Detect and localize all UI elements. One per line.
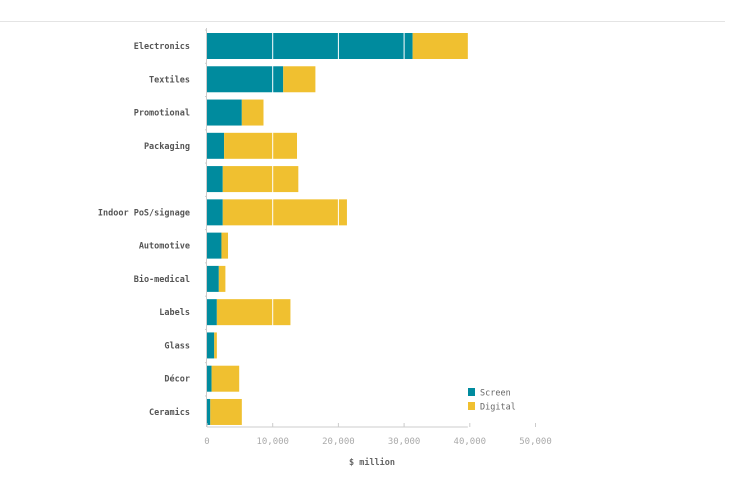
bar-screen — [207, 332, 215, 359]
category-label: Ceramics — [149, 407, 190, 418]
legend-label-digital: Digital — [480, 403, 516, 413]
bar-screen — [207, 166, 223, 193]
category-label: Automotive — [139, 241, 190, 252]
legend-swatch-digital — [468, 402, 475, 410]
x-tick-label: 50,000 — [519, 437, 552, 447]
bar-screen — [207, 398, 211, 425]
x-tick-label: 40,000 — [454, 437, 487, 447]
bar-digital — [224, 132, 298, 159]
bar-digital — [283, 66, 316, 93]
legend-swatch-screen — [468, 388, 475, 396]
bar-screen — [207, 299, 217, 326]
bar-screen — [207, 99, 242, 126]
x-axis-title: $ million — [349, 457, 395, 468]
category-label: Décor — [164, 374, 190, 385]
x-tick-label: 0 — [204, 437, 209, 447]
category-label: Packaging — [144, 141, 190, 152]
bar-digital — [221, 232, 229, 259]
bar-screen — [207, 33, 413, 59]
x-tick-label: 30,000 — [388, 437, 421, 447]
category-label: Glass — [164, 341, 190, 351]
bar-digital — [412, 33, 468, 59]
bar-screen — [207, 199, 223, 226]
x-tick-label: 20,000 — [322, 437, 355, 447]
bar-digital — [216, 299, 291, 326]
bar-screen — [207, 66, 284, 93]
category-label: Indoor PoS/signage — [98, 207, 190, 218]
bar-screen — [207, 265, 219, 292]
category-label: Bio-medical — [134, 274, 190, 285]
bar-digital — [210, 398, 242, 425]
bar-digital — [241, 99, 264, 126]
x-tick-label: 10,000 — [256, 437, 289, 447]
bar-digital — [218, 265, 226, 292]
bar-digital — [222, 199, 347, 226]
bar-screen — [207, 365, 212, 392]
bar-digital — [211, 365, 240, 392]
top-divider — [0, 21, 725, 22]
category-label: Electronics — [134, 41, 190, 52]
legend-label-screen: Screen — [480, 389, 511, 399]
category-label: Textiles — [149, 74, 190, 85]
bar-digital — [222, 166, 299, 193]
category-label: Labels — [159, 308, 190, 318]
bar-screen — [207, 132, 225, 159]
bar-digital — [214, 332, 217, 359]
bar-screen — [207, 232, 222, 259]
category-label: Promotional — [134, 108, 190, 119]
